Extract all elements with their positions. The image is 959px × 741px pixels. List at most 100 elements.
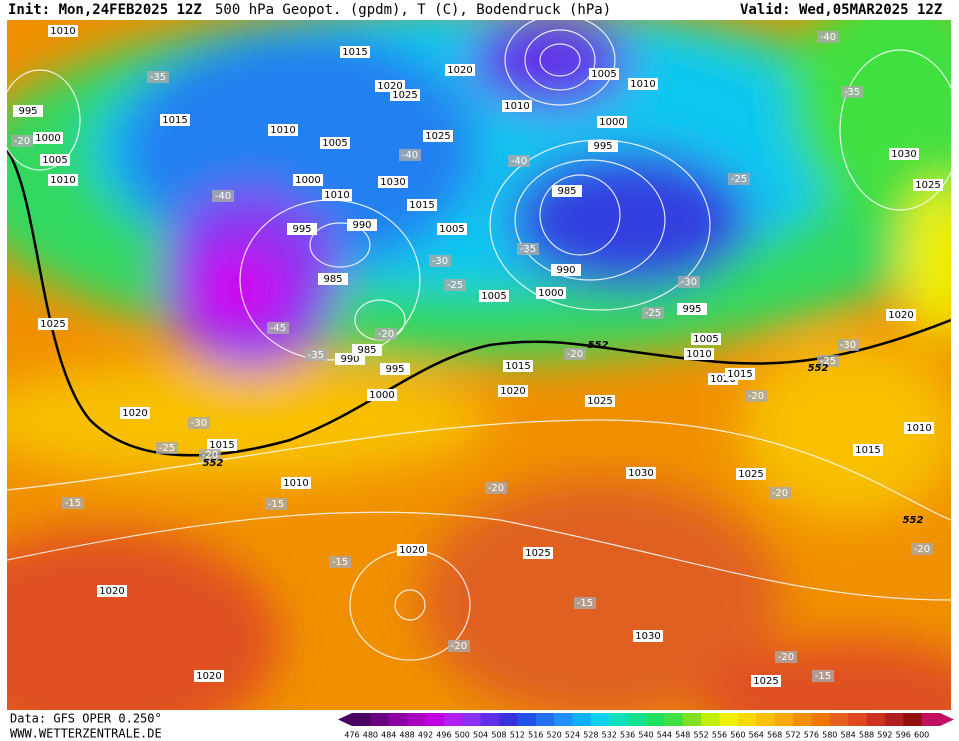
temperature-label: -40 xyxy=(820,32,836,43)
temperature-label-box xyxy=(574,597,596,609)
colorbar-label: 584 xyxy=(840,731,855,740)
isobar-label-box xyxy=(502,100,532,112)
isobar-label-box xyxy=(397,544,427,556)
isobar-label-box xyxy=(120,407,150,419)
isobar-label: 990 xyxy=(340,354,359,365)
colorbar-swatch xyxy=(866,713,886,726)
temperature-label: -35 xyxy=(520,244,536,255)
temperature-label: -45 xyxy=(270,323,286,334)
isobar-label-box xyxy=(886,309,916,321)
colorbar-label: 500 xyxy=(455,731,470,740)
isobar-label: 1020 xyxy=(377,81,402,92)
colorbar-label: 540 xyxy=(638,731,653,740)
isobar-label-box xyxy=(281,477,311,489)
temperature-label: -20 xyxy=(748,391,764,402)
isobar-label: 1010 xyxy=(906,423,931,434)
colorbar-label: 512 xyxy=(510,731,525,740)
isobar-label: 1025 xyxy=(525,548,550,559)
temperature-label-box xyxy=(642,307,664,319)
temperature-label-box xyxy=(517,243,539,255)
isobar-label: 1010 xyxy=(50,26,75,37)
temperature-label-box xyxy=(508,155,530,167)
isobar-label: 1000 xyxy=(538,288,563,299)
isobar-label: 1025 xyxy=(425,131,450,142)
temperature-label-box xyxy=(448,640,470,652)
isobar-label-box xyxy=(322,189,352,201)
temperature-label-box xyxy=(305,349,327,361)
isobar-label-box xyxy=(503,360,533,372)
isobar-label: 1020 xyxy=(500,386,525,397)
temperature-label: -40 xyxy=(402,150,418,161)
temperature-label: -20 xyxy=(202,450,218,461)
temperature-label-box xyxy=(728,173,750,185)
isobar-label: 1025 xyxy=(40,319,65,330)
colorbar-swatch xyxy=(407,713,426,726)
temperature-label-box xyxy=(837,339,859,351)
isobar-label: 1025 xyxy=(738,469,763,480)
isobar-label: 995 xyxy=(385,364,404,375)
isobar-label: 990 xyxy=(556,265,575,276)
colorbar-label: 496 xyxy=(436,731,451,740)
temperature-label-box xyxy=(812,670,834,682)
isobar-label: 1015 xyxy=(162,115,187,126)
isobar-label: 1020 xyxy=(196,671,221,682)
temperature-label: -25 xyxy=(159,443,175,454)
isobar-label: 1000 xyxy=(295,175,320,186)
temperature-label: -15 xyxy=(815,671,831,682)
isobar-label: 1030 xyxy=(380,177,405,188)
colorbar-swatch xyxy=(462,713,482,726)
isobar-label: 1020 xyxy=(99,586,124,597)
colorbar-swatch xyxy=(903,713,923,726)
isobar-label-box xyxy=(684,348,714,360)
isobar-label-box xyxy=(160,114,190,126)
isobar-label-box xyxy=(293,174,323,186)
isobar-label: 1010 xyxy=(50,175,75,186)
isobar-label-box xyxy=(751,675,781,687)
isobar-label-box xyxy=(320,137,350,149)
isobar-label: 1015 xyxy=(505,361,530,372)
colorbar-swatch xyxy=(370,713,390,726)
valid-time: Valid: Wed,05MAR2025 12Z xyxy=(740,2,942,18)
isobar-label-box xyxy=(479,290,509,302)
isobar-label: 1005 xyxy=(439,224,464,235)
temperature-label: -20 xyxy=(914,544,930,555)
temperature-label-box xyxy=(841,86,863,98)
colorbar-swatch xyxy=(719,713,739,726)
colorbar-label: 548 xyxy=(675,731,690,740)
colorbar-swatch xyxy=(590,713,610,726)
temperature-label: -15 xyxy=(268,499,284,510)
colorbar-swatch xyxy=(646,713,665,726)
colorbar-swatch xyxy=(352,713,371,726)
isobar-label-box xyxy=(268,124,298,136)
isobar-label-box xyxy=(588,140,618,152)
isobar-label-box xyxy=(48,25,78,37)
temperature-label: -35 xyxy=(150,72,166,83)
isobar-label: 995 xyxy=(18,106,37,117)
temperature-label-box xyxy=(485,482,507,494)
colorbar-label: 572 xyxy=(785,731,800,740)
temperature-label: -35 xyxy=(844,87,860,98)
isobar-label-box xyxy=(347,219,377,231)
colorbar-label: 588 xyxy=(859,731,874,740)
colorbar-swatch xyxy=(499,713,518,726)
colorbar-label: 556 xyxy=(712,731,727,740)
isobar-label: 1005 xyxy=(693,334,718,345)
colorbar-swatch xyxy=(829,713,849,726)
colorbar-label: 576 xyxy=(804,731,819,740)
colorbar-label: 564 xyxy=(749,731,764,740)
colorbar-swatch xyxy=(664,713,684,726)
temperature-label: -35 xyxy=(308,350,324,361)
isobar-label-box xyxy=(585,395,615,407)
isobar-label: 1010 xyxy=(686,349,711,360)
isobar-label-box xyxy=(445,64,475,76)
colorbar-label: 592 xyxy=(877,731,892,740)
isobar-label-box xyxy=(628,78,658,90)
colorbar-label: 600 xyxy=(914,731,929,740)
isobar-label-box xyxy=(40,154,70,166)
isobar-label-box xyxy=(13,105,43,117)
temperature-label-box xyxy=(817,31,839,43)
isobar-label-box xyxy=(523,547,553,559)
colorbar-label: 560 xyxy=(730,731,745,740)
